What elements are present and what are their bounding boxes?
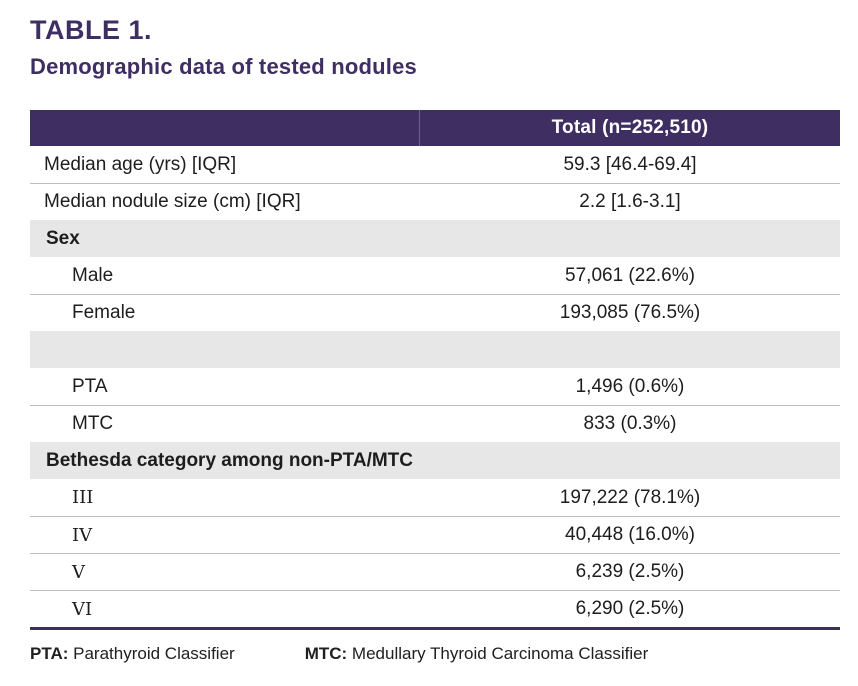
- row-label: IV: [72, 524, 93, 546]
- row-value: 6,290 (2.5%): [575, 598, 685, 619]
- row-label: VI: [72, 598, 93, 620]
- table-row: Median age (yrs) [IQR] 59.3 [46.4-69.4]: [30, 146, 840, 183]
- demographics-table: Total (n=252,510) Median age (yrs) [IQR]…: [30, 110, 840, 630]
- table-subtitle: Demographic data of tested nodules: [30, 53, 417, 79]
- row-value: 57,061 (22.6%): [565, 264, 695, 286]
- row-label: Female: [72, 302, 136, 323]
- row-value: 1,496 (0.6%): [575, 375, 685, 397]
- row-label: Bethesda category among non-PTA/MTC: [46, 449, 414, 471]
- row-label: Median age (yrs) [IQR]: [44, 153, 237, 175]
- table-section-row: Bethesda category among non-PTA/MTC: [30, 442, 840, 479]
- row-label: MTC: [72, 413, 114, 434]
- row-value: 40,448 (16.0%): [565, 524, 695, 545]
- row-label: PTA: [72, 375, 108, 397]
- row-value: 6,239 (2.5%): [575, 561, 685, 582]
- table-body: Median age (yrs) [IQR] 59.3 [46.4-69.4] Me…: [30, 146, 840, 627]
- row-value: 833 (0.3%): [583, 413, 677, 434]
- row-value: 2.2 [1.6-3.1]: [579, 191, 681, 212]
- table-row: VI 6,290 (2.5%): [30, 590, 840, 627]
- row-value: 59.3 [46.4-69.4]: [563, 153, 697, 175]
- footnote-definition: Parathyroid Classifier: [73, 644, 235, 663]
- table-row: Female 193,085 (76.5%): [30, 294, 840, 331]
- footnote-abbr: PTA:: [30, 644, 69, 663]
- row-label: III: [72, 487, 94, 508]
- row-label: Sex: [46, 227, 80, 249]
- footnote: MTC: Medullary Thyroid Carcinoma Classif…: [305, 644, 649, 664]
- table-title: TABLE 1.: [30, 15, 153, 45]
- table-header-row: Total (n=252,510): [30, 110, 840, 146]
- table-row: IV 40,448 (16.0%): [30, 516, 840, 553]
- row-label: Median nodule size (cm) [IQR]: [44, 191, 301, 212]
- title-block: TABLE 1. Demographic data of tested nodu…: [0, 0, 858, 80]
- row-label: Male: [72, 264, 114, 286]
- footnote: PTA: Parathyroid Classifier: [30, 644, 235, 664]
- row-value: 193,085 (76.5%): [559, 302, 701, 323]
- footnote-definition: Medullary Thyroid Carcinoma Classifier: [351, 644, 649, 663]
- footnote-abbr: MTC:: [304, 644, 348, 663]
- row-value: 197,222 (78.1%): [559, 486, 701, 508]
- table-row: PTA 1,496 (0.6%): [30, 368, 840, 405]
- table-row: MTC 833 (0.3%): [30, 405, 840, 442]
- table-row: III 197,222 (78.1%): [30, 479, 840, 516]
- table-section-row: Sex: [30, 220, 840, 257]
- footnotes: PTA: Parathyroid Classifier MTC: Medullar…: [30, 644, 648, 664]
- table-header-label-column: [30, 110, 420, 146]
- table-section-row: [30, 331, 840, 368]
- table-row: Male 57,061 (22.6%): [30, 257, 840, 294]
- row-label: V: [72, 561, 85, 583]
- table-row: Median nodule size (cm) [IQR] 2.2 [1.6-3.…: [30, 183, 840, 220]
- table-header-total-column: Total (n=252,510): [551, 117, 709, 138]
- table-row: V 6,239 (2.5%): [30, 553, 840, 590]
